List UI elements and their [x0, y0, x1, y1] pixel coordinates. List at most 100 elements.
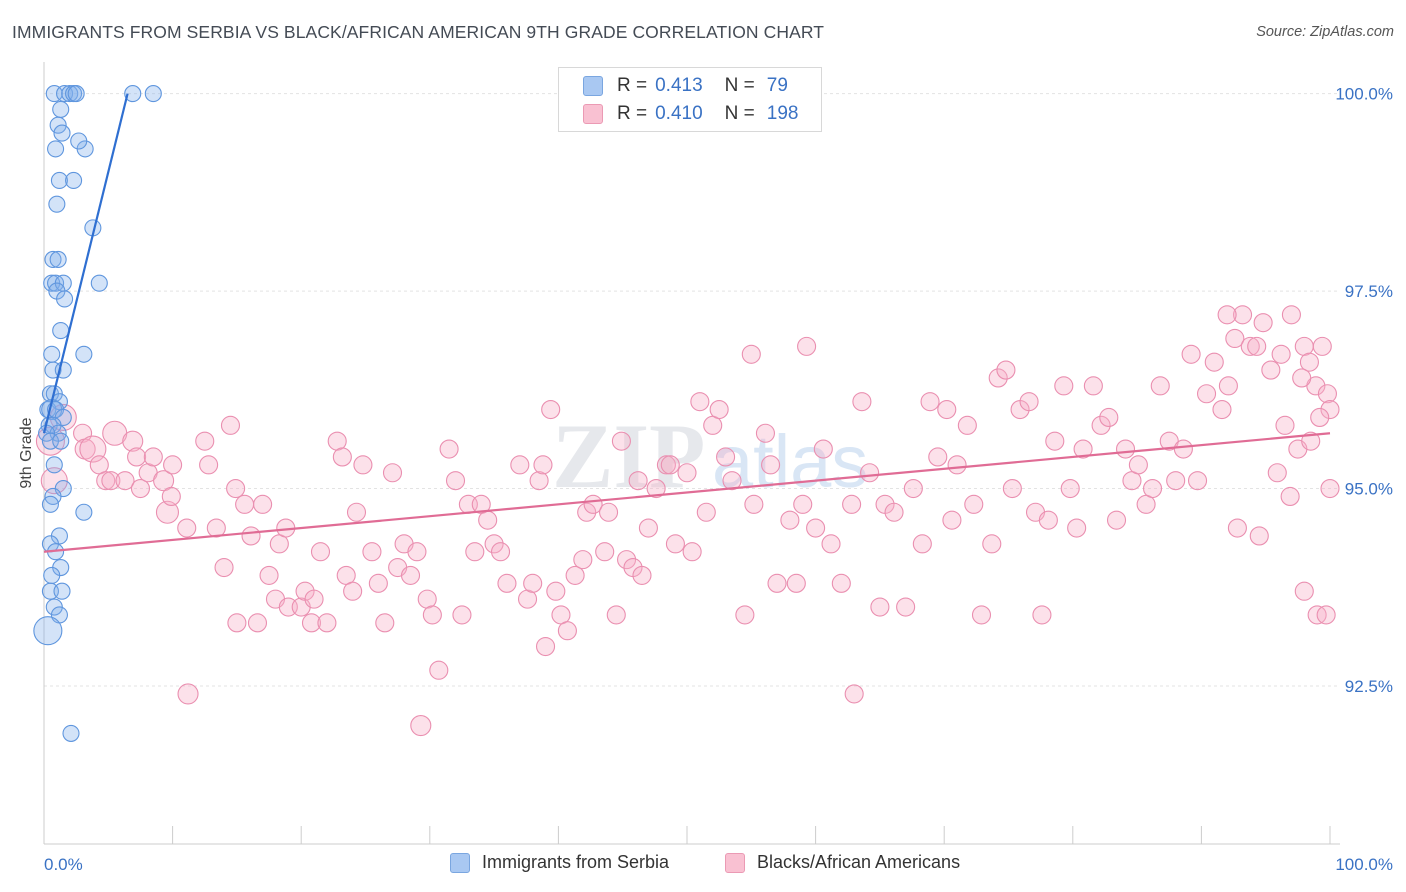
- blacks-point: [382, 463, 403, 483]
- blacks-point: [1240, 336, 1260, 356]
- serbia-point: [56, 85, 74, 103]
- blacks-point: [1115, 439, 1136, 459]
- blacks-point: [206, 518, 226, 538]
- blacks-point: [735, 605, 755, 625]
- blacks-point: [611, 431, 631, 451]
- blacks-point: [259, 565, 279, 585]
- serbia-point: [144, 85, 162, 103]
- blacks-point: [665, 534, 685, 554]
- blacks-point: [407, 542, 427, 562]
- blacks-point: [988, 368, 1008, 388]
- blacks-point: [947, 455, 967, 475]
- legend: R = 0.413 N = 79 R = 0.410 N = 198: [558, 67, 822, 132]
- blacks-point: [130, 478, 150, 499]
- serbia-point: [45, 85, 63, 103]
- blacks-point: [1301, 431, 1321, 451]
- blacks-point: [96, 471, 116, 491]
- series-serbia-points: [33, 85, 162, 742]
- blacks-point: [199, 455, 219, 475]
- blacks-point: [806, 518, 826, 538]
- blacks-point: [912, 534, 932, 554]
- serbia-point: [52, 322, 70, 340]
- serbia-point: [53, 124, 71, 142]
- serbia-point: [65, 171, 83, 190]
- x-tick-label: 0.0%: [44, 855, 83, 874]
- blacks-point: [1187, 471, 1208, 491]
- blacks-point: [220, 415, 241, 435]
- blacks-point: [541, 400, 561, 420]
- blacks-point: [422, 605, 442, 625]
- blacks-point: [577, 502, 597, 522]
- blacks-point: [101, 471, 121, 491]
- serbia-point: [41, 495, 59, 513]
- serbia-point: [70, 132, 88, 150]
- blacks-point: [253, 494, 273, 514]
- blacks-point: [523, 573, 543, 593]
- blacks-point: [1267, 463, 1287, 483]
- blacks-point: [831, 573, 851, 593]
- blacks-point: [310, 542, 331, 562]
- serbia-point: [41, 582, 59, 600]
- blacks-point: [247, 613, 268, 633]
- blacks-point: [565, 565, 585, 585]
- blacks-point: [860, 463, 880, 483]
- series-blacks-points: [35, 305, 1340, 737]
- blacks-point: [1233, 305, 1253, 325]
- gridlines: [44, 93, 1340, 687]
- watermark-atlas: atlas: [712, 420, 868, 503]
- blacks-point: [375, 613, 395, 633]
- legend-r-label: R =: [617, 75, 648, 96]
- serbia-point: [90, 274, 108, 292]
- blacks-point: [177, 683, 199, 705]
- serbia-point: [44, 361, 62, 379]
- blacks-point: [937, 400, 957, 420]
- blacks-point: [709, 400, 729, 420]
- blacks-point: [755, 423, 775, 443]
- legend-r-value: 0.410: [655, 103, 703, 124]
- blacks-point: [410, 714, 432, 737]
- watermark-zip: ZIP: [552, 405, 705, 507]
- blacks-point: [903, 478, 923, 499]
- blacks-point: [557, 621, 577, 641]
- blacks-point: [1299, 352, 1319, 372]
- blacks-point: [1038, 510, 1058, 530]
- blacks-point: [227, 613, 247, 633]
- serbia-point: [43, 566, 61, 584]
- blacks-point: [1054, 376, 1074, 396]
- blacks-point: [638, 518, 658, 538]
- blacks-point: [1281, 305, 1301, 325]
- blacks-point: [1181, 344, 1201, 364]
- blacks-point: [1247, 336, 1267, 356]
- blacks-point: [529, 471, 549, 491]
- blacks-point: [1217, 305, 1237, 325]
- x-tick-label: 100.0%: [1335, 855, 1393, 874]
- blacks-point: [1060, 478, 1080, 499]
- axis-labels: 92.5% 95.0% 97.5% 100.0% 0.0% 100.0% 9th Grade: [18, 85, 1393, 874]
- blacks-point: [617, 550, 637, 570]
- trend-line-blacks: [43, 432, 1331, 553]
- blacks-point: [595, 542, 615, 562]
- blacks-point: [353, 455, 373, 475]
- blacks-point: [722, 471, 742, 491]
- blacks-point: [696, 502, 716, 522]
- blacks-point: [346, 502, 367, 522]
- bottom-legend-blacks: Blacks/African Americans: [725, 852, 960, 873]
- blacks-point: [573, 550, 593, 570]
- blacks-point: [964, 494, 984, 514]
- blacks-point: [1218, 376, 1238, 396]
- blacks-point: [1083, 376, 1103, 396]
- trend-line-serbia: [42, 93, 129, 434]
- blacks-point: [1166, 471, 1186, 491]
- blacks-point: [1253, 313, 1273, 333]
- blacks-point: [744, 494, 764, 514]
- blacks-point: [445, 471, 466, 491]
- serbia-point: [45, 456, 63, 474]
- blacks-point: [439, 439, 459, 459]
- bottom-legend-label: Immigrants from Serbia: [482, 852, 670, 872]
- blacks-point: [235, 494, 255, 514]
- serbia-point: [124, 85, 142, 103]
- blacks-point: [241, 526, 261, 546]
- blacks-point: [1019, 392, 1039, 412]
- blacks-point: [327, 431, 347, 451]
